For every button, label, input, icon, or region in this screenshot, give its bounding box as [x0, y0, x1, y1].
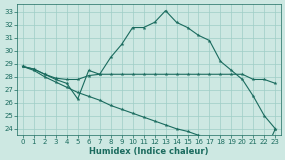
X-axis label: Humidex (Indice chaleur): Humidex (Indice chaleur) [89, 147, 209, 156]
